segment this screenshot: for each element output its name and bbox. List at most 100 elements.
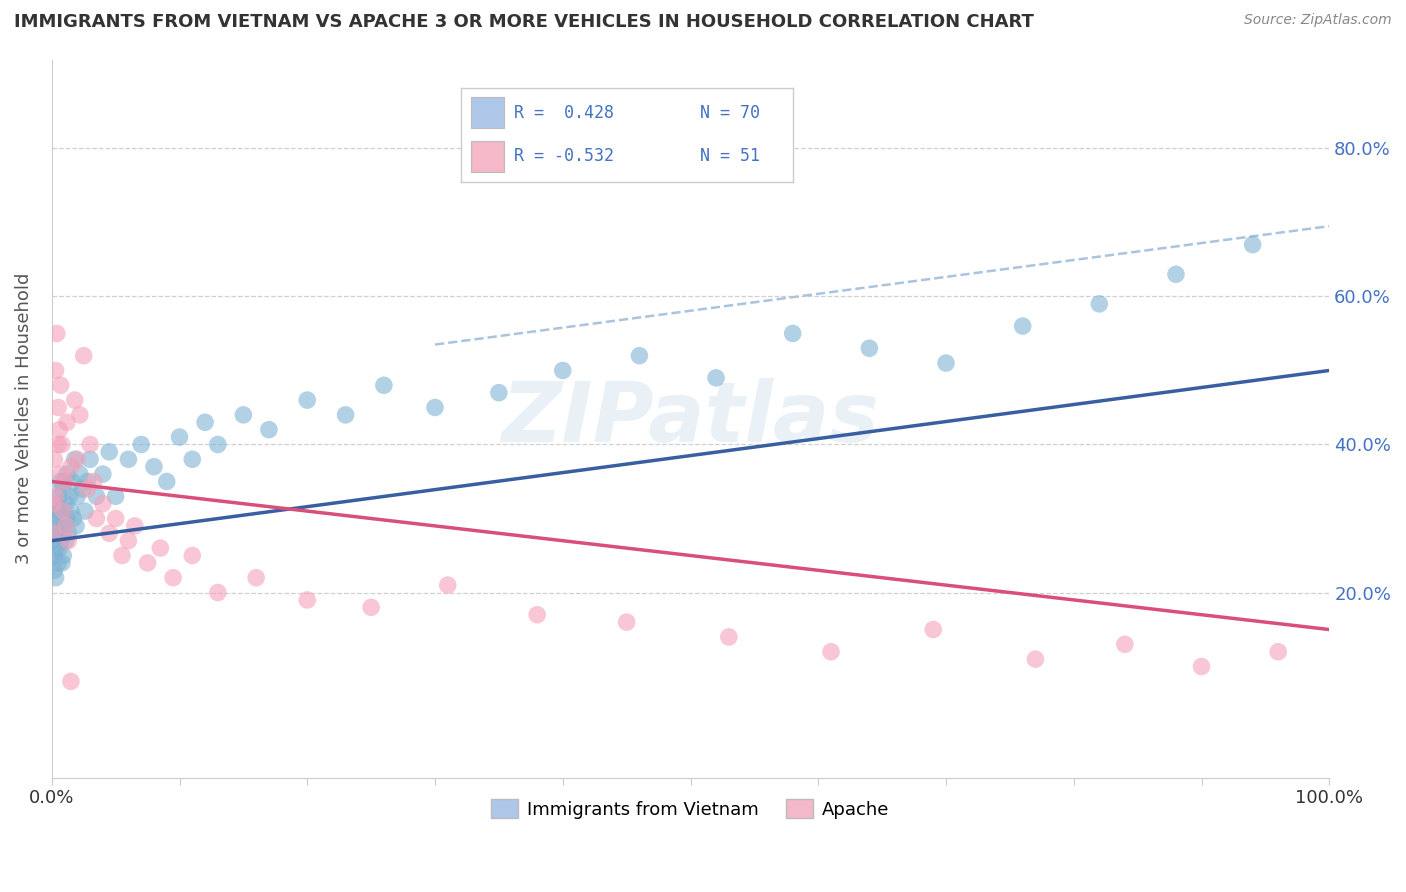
Point	[162, 571, 184, 585]
Point	[257, 423, 280, 437]
Point	[46, 556, 69, 570]
Point	[232, 408, 254, 422]
Point	[55, 533, 77, 548]
Point	[704, 371, 727, 385]
Point	[46, 401, 69, 415]
Point	[423, 401, 446, 415]
Point	[149, 541, 172, 555]
Point	[55, 519, 77, 533]
Point	[104, 489, 127, 503]
Point	[69, 467, 91, 481]
Point	[58, 526, 80, 541]
Point	[42, 533, 65, 548]
Point	[62, 511, 84, 525]
Point	[46, 437, 69, 451]
Point	[111, 549, 134, 563]
Point	[63, 393, 86, 408]
Point	[59, 489, 82, 503]
Point	[66, 489, 89, 503]
Point	[45, 497, 67, 511]
Point	[91, 497, 114, 511]
Point	[117, 452, 139, 467]
Point	[297, 593, 319, 607]
Point	[782, 326, 804, 341]
Point	[49, 504, 72, 518]
Point	[117, 533, 139, 548]
Point	[55, 497, 77, 511]
Point	[616, 615, 638, 629]
Point	[207, 437, 229, 451]
Point	[63, 452, 86, 467]
Point	[42, 526, 65, 541]
Point	[169, 430, 191, 444]
Point	[86, 511, 108, 525]
Point	[1114, 637, 1136, 651]
Point	[858, 341, 880, 355]
Point	[48, 489, 70, 503]
Point	[297, 393, 319, 408]
Text: ZIPatlas: ZIPatlas	[502, 378, 879, 459]
Point	[52, 549, 75, 563]
Y-axis label: 3 or more Vehicles in Household: 3 or more Vehicles in Household	[15, 273, 32, 565]
Point	[1241, 237, 1264, 252]
Text: Source: ZipAtlas.com: Source: ZipAtlas.com	[1244, 13, 1392, 28]
Point	[44, 452, 66, 467]
Point	[717, 630, 740, 644]
Point	[56, 467, 79, 481]
Point	[436, 578, 458, 592]
Point	[79, 452, 101, 467]
Point	[136, 556, 159, 570]
Point	[44, 563, 66, 577]
Point	[52, 504, 75, 518]
Point	[59, 674, 82, 689]
Point	[76, 475, 98, 489]
Point	[69, 408, 91, 422]
Point	[335, 408, 357, 422]
Point	[45, 489, 67, 503]
Point	[207, 585, 229, 599]
Point	[551, 363, 574, 377]
Point	[73, 349, 96, 363]
Point	[922, 623, 945, 637]
Point	[65, 519, 87, 533]
Point	[51, 482, 73, 496]
Point	[83, 475, 105, 489]
Text: IMMIGRANTS FROM VIETNAM VS APACHE 3 OR MORE VEHICLES IN HOUSEHOLD CORRELATION CH: IMMIGRANTS FROM VIETNAM VS APACHE 3 OR M…	[14, 13, 1033, 31]
Point	[56, 415, 79, 429]
Point	[360, 600, 382, 615]
Point	[181, 452, 204, 467]
Point	[60, 475, 83, 489]
Point	[52, 504, 75, 518]
Point	[820, 645, 842, 659]
Point	[181, 549, 204, 563]
Point	[44, 549, 66, 563]
Point	[1164, 267, 1187, 281]
Point	[49, 475, 72, 489]
Point	[76, 482, 98, 496]
Point	[51, 526, 73, 541]
Point	[1024, 652, 1046, 666]
Point	[1088, 297, 1111, 311]
Point	[45, 571, 67, 585]
Point	[488, 385, 510, 400]
Point	[245, 571, 267, 585]
Point	[91, 467, 114, 481]
Point	[48, 511, 70, 525]
Point	[79, 437, 101, 451]
Point	[45, 526, 67, 541]
Point	[53, 475, 76, 489]
Point	[56, 511, 79, 525]
Point	[53, 475, 76, 489]
Point	[49, 467, 72, 481]
Point	[86, 489, 108, 503]
Legend: Immigrants from Vietnam, Apache: Immigrants from Vietnam, Apache	[484, 792, 897, 826]
Point	[156, 475, 179, 489]
Point	[59, 459, 82, 474]
Point	[48, 423, 70, 437]
Point	[45, 541, 67, 555]
Point	[42, 497, 65, 511]
Point	[49, 378, 72, 392]
Point	[46, 519, 69, 533]
Point	[73, 504, 96, 518]
Point	[72, 482, 94, 496]
